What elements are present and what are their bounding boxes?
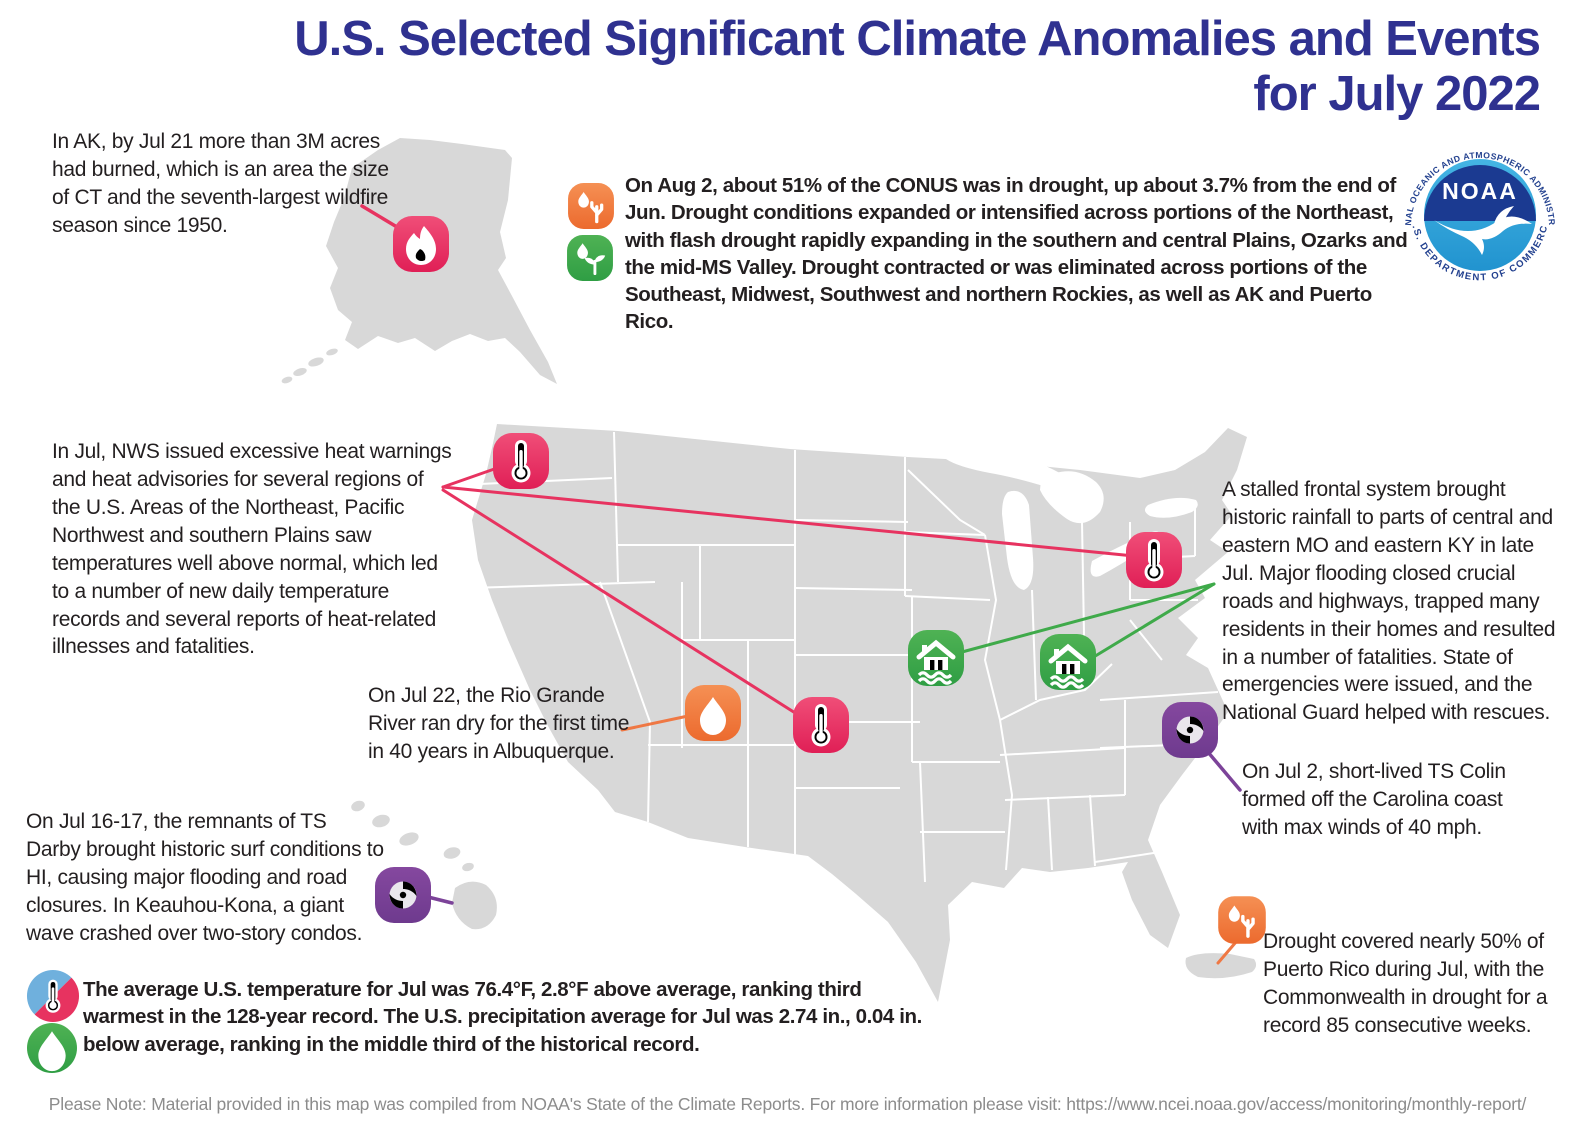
flood-icon-mo: [908, 630, 964, 686]
avg-temperature-icon: [26, 969, 80, 1023]
note-conus-drought: On Aug 2, about 51% of the CONUS was in …: [625, 174, 1408, 334]
line-heat-sp: [441, 488, 802, 718]
noaa-gull-wing: [1494, 206, 1514, 225]
note-ts-colin: On Jul 2, short-lived TS Colin formed of…: [1242, 760, 1506, 839]
hawaii-shape: [351, 800, 497, 930]
drought-icon-pr: [1218, 896, 1266, 944]
noaa-emblem-sky: [1424, 165, 1536, 221]
line-heat-ne: [441, 485, 1136, 558]
note-mo-ky-flood: A stalled frontal system brought histori…: [1222, 478, 1556, 725]
page-title: U.S. Selected Significant Climate Anomal…: [80, 12, 1541, 122]
footer-note: Please Note: Material provided in this m…: [48, 1094, 1527, 1114]
note-ts-darby: On Jul 16-17, the remnants of TS Darby b…: [26, 810, 384, 945]
flood-icon-ky: [1040, 634, 1096, 690]
line-pr-drought: [1216, 940, 1238, 965]
noaa-logo: NATIONAL OCEANIC AND ATMOSPHERIC ADMINIS…: [1403, 150, 1557, 283]
hurricane-icon-colin: [1162, 702, 1218, 758]
heat-icon-northeast: [1126, 532, 1182, 588]
line-flood-ky: [1090, 582, 1216, 660]
line-heat-pnw: [441, 465, 502, 489]
drought-expand-icon: [568, 183, 614, 229]
title-line1: U.S. Selected Significant Climate Anomal…: [294, 12, 1541, 66]
drought-relief-icon: [567, 235, 613, 281]
note-heat: In Jul, NWS issued excessive heat warnin…: [52, 440, 452, 659]
line-rio-grande: [620, 714, 690, 732]
avg-precipitation-icon: [27, 1023, 77, 1073]
puerto-rico-shape: [1185, 953, 1257, 979]
noaa-wordmark: NOAA: [1442, 178, 1518, 204]
dry-river-icon: [685, 685, 741, 741]
note-pr-drought: Drought covered nearly 50% of Puerto Ric…: [1263, 930, 1548, 1037]
note-summary: The average U.S. temperature for Jul was…: [83, 978, 922, 1056]
note-alaska-fire: In AK, by Jul 21 more than 3M acres had …: [52, 130, 389, 237]
title-line2: for July 2022: [1253, 66, 1541, 121]
line-flood-mo: [960, 582, 1216, 654]
heat-icon-pnw: [493, 433, 549, 489]
state-borders: [469, 431, 1219, 883]
note-rio-grande: On Jul 22, the Rio Grande River ran dry …: [368, 684, 630, 763]
heat-icon-southern-plains: [793, 697, 849, 753]
noaa-gull-icon: [1434, 216, 1532, 255]
